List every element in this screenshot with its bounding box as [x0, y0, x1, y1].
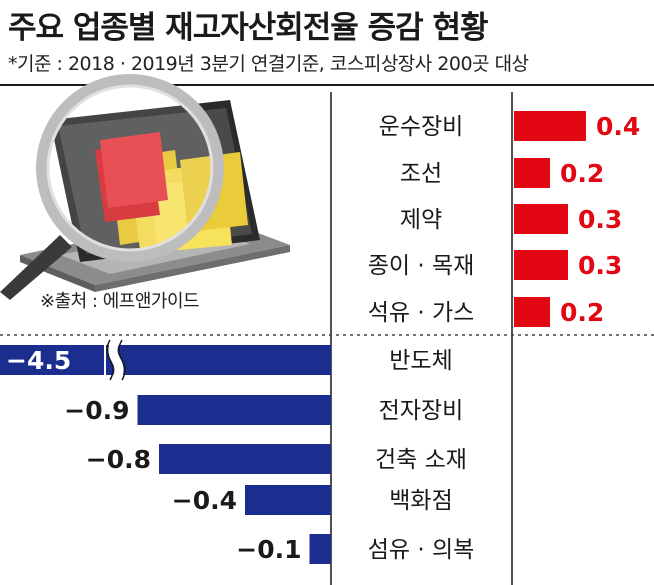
value-label: −0.1: [236, 535, 301, 564]
bar-2: [514, 204, 568, 234]
category-label: 건축 소재: [375, 447, 467, 473]
category-label: 제약: [400, 207, 442, 233]
axis-break-mark: [118, 339, 126, 381]
category-label: 조선: [400, 161, 442, 187]
category-label: 섬유 · 의복: [368, 537, 475, 563]
bar-8: [245, 485, 331, 515]
value-label: 0.2: [560, 159, 604, 188]
bar-1: [514, 158, 550, 188]
magnifying-glass-icon: [0, 74, 224, 300]
magnifier-folders-illustration: [0, 74, 290, 300]
bar-9: [309, 534, 331, 564]
category-label: 석유 · 가스: [368, 300, 475, 326]
value-label: 0.3: [578, 205, 622, 234]
category-label: 종이 · 목재: [368, 253, 475, 279]
value-label: 0.4: [596, 112, 640, 141]
bar-6: [137, 395, 331, 425]
category-label: 백화점: [389, 488, 452, 514]
chart-title: 주요 업종별 재고자산회전율 증감 현황: [8, 10, 488, 46]
chart-subtitle: *기준 : 2018 · 2019년 3분기 연결기준, 코스피상장사 200곳…: [8, 53, 529, 75]
category-label: 운수장비: [379, 114, 464, 140]
axis-break-mark: [108, 337, 124, 383]
bar-3: [514, 250, 568, 280]
axis-break-mark: [106, 339, 114, 381]
source-note: ※출처 : 에프앤가이드: [40, 291, 200, 312]
category-label: 반도체: [389, 348, 452, 374]
bars-group: [0, 111, 586, 564]
bar-0: [514, 111, 586, 141]
title-divider: [0, 84, 654, 86]
value-label: −0.9: [64, 396, 129, 425]
bar-stub: [0, 345, 104, 375]
category-label: 전자장비: [379, 398, 464, 424]
value-labels-group: 0.4 0.2 0.3 0.3 0.2 −4.5 −0.9 −0.8 −0.4 −0.1: [6, 112, 640, 564]
value-label: 0.3: [578, 251, 622, 280]
value-label: −0.8: [86, 445, 151, 474]
value-label: −0.4: [172, 486, 237, 515]
bar-5: [106, 345, 331, 375]
value-label: −4.5: [6, 346, 71, 375]
bar-7: [159, 444, 331, 474]
value-label: 0.2: [560, 298, 604, 327]
bar-4: [514, 297, 550, 327]
